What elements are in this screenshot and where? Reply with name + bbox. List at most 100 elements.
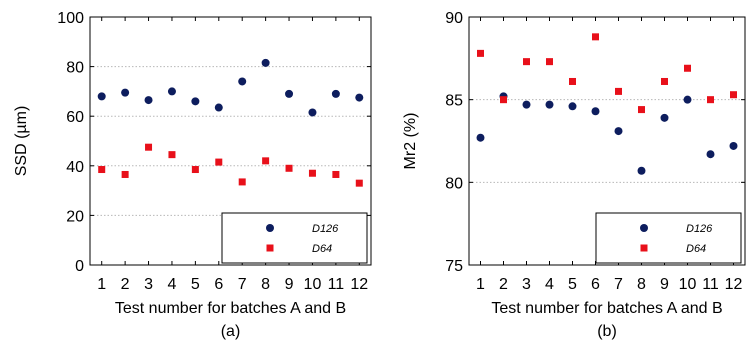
point-d126 bbox=[331, 89, 340, 98]
panel-caption: (a) bbox=[221, 323, 241, 340]
x-tick-label: 3 bbox=[522, 276, 531, 293]
y-tick-label: 75 bbox=[445, 258, 463, 275]
point-d64 bbox=[523, 58, 530, 66]
point-d64 bbox=[477, 49, 484, 57]
x-tick-label: 2 bbox=[499, 276, 508, 293]
y-axis-title: Mr2 (%) bbox=[402, 113, 419, 170]
point-d64 bbox=[145, 143, 153, 151]
y-tick-label: 80 bbox=[445, 175, 463, 192]
legend: D126 D64 bbox=[221, 212, 368, 264]
point-d126 bbox=[660, 113, 669, 122]
legend: D126 D64 bbox=[595, 212, 742, 264]
x-tick-label: 7 bbox=[238, 276, 247, 293]
point-d126 bbox=[355, 93, 364, 102]
plot-frame bbox=[89, 16, 372, 266]
point-d126 bbox=[522, 100, 531, 109]
point-d64 bbox=[546, 58, 553, 66]
y-tick-label: 90 bbox=[445, 10, 463, 27]
point-d126 bbox=[167, 87, 176, 96]
point-d126 bbox=[591, 107, 600, 116]
point-d126 bbox=[144, 96, 153, 105]
x-tick-label: 4 bbox=[545, 276, 554, 293]
y-tick-label: 0 bbox=[75, 258, 84, 275]
x-tick-label: 5 bbox=[191, 276, 200, 293]
x-tick-label: 1 bbox=[476, 276, 485, 293]
point-d126 bbox=[238, 77, 247, 86]
x-tick-label: 7 bbox=[614, 276, 623, 293]
point-d126 bbox=[308, 108, 317, 117]
point-d126 bbox=[637, 166, 646, 175]
x-tick-label: 4 bbox=[168, 276, 177, 293]
x-tick-label: 11 bbox=[328, 276, 345, 293]
point-d64 bbox=[730, 91, 737, 99]
point-d126 bbox=[729, 141, 738, 150]
point-d64 bbox=[238, 178, 246, 186]
x-tick-label: 10 bbox=[304, 276, 322, 293]
x-tick-label: 3 bbox=[144, 276, 153, 293]
legend-marker-d126 bbox=[266, 224, 274, 232]
legend-box bbox=[595, 212, 742, 264]
point-d126 bbox=[191, 97, 200, 106]
point-d64 bbox=[661, 77, 668, 85]
x-tick-label: 12 bbox=[725, 276, 743, 293]
x-tick-label: 9 bbox=[285, 276, 294, 293]
point-d64 bbox=[191, 166, 199, 174]
legend-box bbox=[221, 212, 368, 264]
y-tick-label: 80 bbox=[66, 60, 84, 77]
point-d126 bbox=[261, 58, 270, 67]
point-d126 bbox=[706, 150, 715, 159]
legend-marker-d64 bbox=[266, 244, 274, 252]
point-d126 bbox=[545, 100, 554, 109]
point-d64 bbox=[684, 64, 691, 72]
point-d126 bbox=[214, 103, 223, 112]
point-d64 bbox=[615, 87, 622, 95]
y-tick-label: 40 bbox=[66, 159, 84, 176]
y-axis-title: SSD (µm) bbox=[13, 106, 30, 177]
x-axis-title: Test number for batches A and B bbox=[115, 300, 346, 317]
point-d64 bbox=[569, 77, 576, 85]
x-tick-label: 2 bbox=[121, 276, 130, 293]
point-d64 bbox=[707, 96, 714, 104]
y-tick-label: 20 bbox=[66, 208, 84, 225]
point-d126 bbox=[285, 89, 294, 98]
y-tick-label: 85 bbox=[445, 93, 463, 110]
point-d64 bbox=[215, 158, 223, 166]
legend-label-d64: D64 bbox=[686, 243, 706, 255]
legend-marker-d64 bbox=[640, 244, 648, 252]
legend-label-d64: D64 bbox=[312, 243, 332, 255]
point-d64 bbox=[638, 106, 645, 114]
plot-frame bbox=[468, 16, 746, 266]
legend-marker-d126 bbox=[640, 224, 648, 232]
point-d126 bbox=[97, 92, 106, 101]
point-d64 bbox=[308, 169, 316, 177]
x-tick-label: 6 bbox=[591, 276, 600, 293]
point-d64 bbox=[500, 96, 507, 104]
point-d64 bbox=[355, 179, 363, 187]
legend-label-d126: D126 bbox=[312, 223, 339, 235]
legend-label-d126: D126 bbox=[686, 223, 713, 235]
x-tick-label: 8 bbox=[637, 276, 646, 293]
x-tick-label: 6 bbox=[214, 276, 223, 293]
point-d64 bbox=[168, 151, 176, 159]
point-d64 bbox=[285, 164, 293, 172]
x-tick-label: 10 bbox=[679, 276, 697, 293]
x-tick-label: 5 bbox=[568, 276, 577, 293]
x-tick-label: 1 bbox=[97, 276, 106, 293]
point-d64 bbox=[592, 33, 599, 41]
x-tick-label: 11 bbox=[702, 276, 719, 293]
point-d126 bbox=[683, 95, 692, 104]
point-d64 bbox=[121, 170, 129, 178]
point-d64 bbox=[98, 166, 106, 174]
point-d64 bbox=[262, 157, 270, 165]
panel-caption: (b) bbox=[597, 323, 617, 340]
point-d126 bbox=[121, 88, 130, 97]
y-tick-label: 100 bbox=[57, 10, 84, 27]
point-d126 bbox=[614, 127, 623, 136]
x-tick-label: 12 bbox=[350, 276, 368, 293]
point-d126 bbox=[568, 102, 577, 111]
point-d64 bbox=[332, 170, 340, 178]
x-axis-title: Test number for batches A and B bbox=[491, 300, 722, 317]
